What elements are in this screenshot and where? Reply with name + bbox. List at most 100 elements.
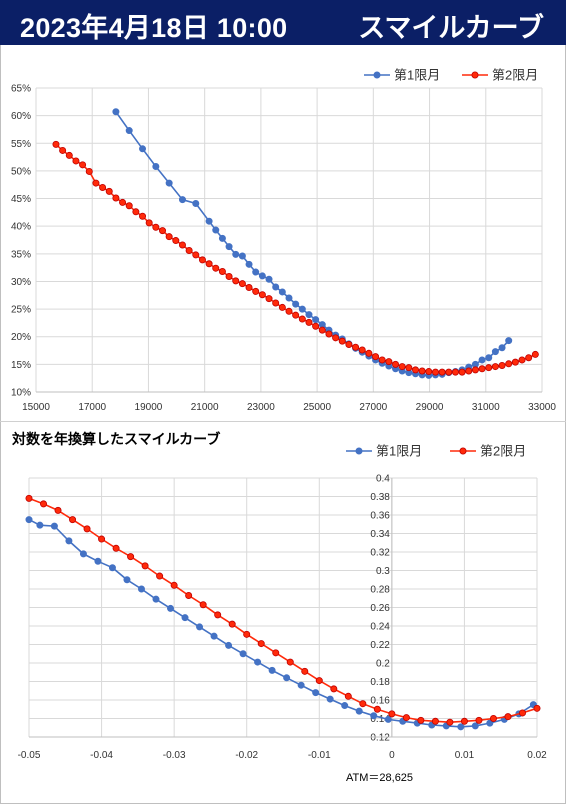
chart-title: 対数を年換算したスマイルカーブ xyxy=(11,431,220,447)
data-point-series-2 xyxy=(305,318,313,326)
data-point-series-2 xyxy=(365,349,373,357)
data-point-series-1 xyxy=(205,217,213,225)
data-point-series-2 xyxy=(358,346,366,354)
data-point-series-2 xyxy=(330,685,338,693)
y-tick-label: 0.26 xyxy=(370,603,390,614)
data-point-series-1 xyxy=(355,707,363,715)
y-tick-label: 50% xyxy=(11,166,31,177)
data-point-series-2 xyxy=(125,202,133,210)
data-point-series-2 xyxy=(141,562,149,570)
data-point-series-1 xyxy=(298,305,306,313)
data-point-series-1 xyxy=(278,288,286,296)
legend-entry-2: 第2限月 xyxy=(492,68,538,83)
data-point-series-2 xyxy=(132,208,140,216)
y-tick-label: 0.24 xyxy=(370,622,390,633)
data-point-series-2 xyxy=(158,227,166,235)
legend-entry-2: 第2限月 xyxy=(480,444,526,459)
data-point-series-2 xyxy=(332,334,340,342)
data-point-series-1 xyxy=(491,348,499,356)
x-tick-label: 21000 xyxy=(191,402,219,413)
data-point-series-2 xyxy=(460,717,468,725)
x-tick-label: -0.03 xyxy=(163,750,186,761)
data-point-series-2 xyxy=(72,157,80,165)
legend-swatch-marker xyxy=(355,447,363,455)
x-tick-label: 17000 xyxy=(78,402,106,413)
data-point-series-1 xyxy=(36,521,44,529)
data-point-series-1 xyxy=(258,272,266,280)
data-point-series-2 xyxy=(471,366,479,374)
data-point-series-1 xyxy=(225,243,233,251)
data-point-series-2 xyxy=(178,241,186,249)
data-point-series-1 xyxy=(268,666,276,674)
data-point-series-2 xyxy=(531,350,539,358)
smile-curve-chart: 10% 15% 20% 25% 30% 35% 40% 45% 50% 55% 60% 65% 1500… xyxy=(11,68,556,414)
log-smile-curve-chart: 0.12 0.14 0.16 0.18 0.2 0.22 0.24 0.26 0.28 0.3 0.… xyxy=(11,431,547,784)
x-tick-label: 33000 xyxy=(528,402,556,413)
data-point-series-2 xyxy=(185,247,193,255)
data-point-series-1 xyxy=(283,674,291,682)
y-tick-label: 0.32 xyxy=(370,548,390,559)
data-point-series-2 xyxy=(205,260,213,268)
data-point-series-2 xyxy=(378,356,386,364)
data-point-series-2 xyxy=(475,716,483,724)
data-point-series-2 xyxy=(411,366,419,374)
data-point-series-2 xyxy=(258,291,266,299)
x-tick-label: 19000 xyxy=(135,402,163,413)
y-tick-label: 0.36 xyxy=(370,511,390,522)
data-point-series-2 xyxy=(272,649,280,657)
data-point-series-2 xyxy=(518,709,526,717)
data-point-series-1 xyxy=(312,689,320,697)
data-point-series-2 xyxy=(315,677,323,685)
header-date: 2023年4月18日 10:00 xyxy=(20,13,288,43)
data-point-series-1 xyxy=(326,695,334,703)
data-point-series-2 xyxy=(318,326,326,334)
data-point-series-2 xyxy=(298,315,306,323)
data-point-series-1 xyxy=(292,300,300,308)
data-point-series-2 xyxy=(25,494,33,502)
data-point-series-1 xyxy=(25,516,33,524)
y-tick-label: 25% xyxy=(11,305,31,316)
data-point-series-2 xyxy=(511,358,519,366)
data-point-series-1 xyxy=(297,681,305,689)
y-tick-label: 0.28 xyxy=(370,585,390,596)
data-point-series-2 xyxy=(199,601,207,609)
data-point-series-2 xyxy=(301,667,309,675)
data-point-series-1 xyxy=(79,550,87,558)
data-point-series-2 xyxy=(192,251,200,259)
y-tick-label: 0.12 xyxy=(370,733,390,744)
data-point-series-1 xyxy=(65,537,73,545)
data-point-series-2 xyxy=(392,360,400,368)
legend-entry-1: 第1限月 xyxy=(376,444,422,459)
data-point-series-2 xyxy=(345,340,353,348)
data-point-series-2 xyxy=(127,553,135,561)
x-tick-label: -0.01 xyxy=(308,750,331,761)
data-point-series-1 xyxy=(471,722,479,730)
data-point-series-2 xyxy=(218,268,226,276)
data-point-series-2 xyxy=(99,183,107,191)
data-point-series-1 xyxy=(137,585,145,593)
data-point-series-2 xyxy=(232,277,240,285)
data-point-series-2 xyxy=(65,151,73,159)
atm-annotation: ATM＝28,625 xyxy=(346,772,413,784)
data-point-series-2 xyxy=(385,358,393,366)
data-point-series-2 xyxy=(505,360,513,368)
data-point-series-1 xyxy=(370,712,378,720)
data-point-series-2 xyxy=(405,364,413,372)
data-point-series-2 xyxy=(92,179,100,187)
data-point-series-2 xyxy=(98,535,106,543)
y-tick-label: 65% xyxy=(11,84,31,95)
x-tick-label: -0.02 xyxy=(235,750,258,761)
data-point-series-2 xyxy=(344,692,352,700)
data-point-series-2 xyxy=(112,194,120,202)
x-tick-label: 0.02 xyxy=(527,750,547,761)
x-tick-label: 23000 xyxy=(247,402,275,413)
data-point-series-2 xyxy=(152,223,160,231)
data-point-series-2 xyxy=(85,167,93,175)
y-tick-label: 35% xyxy=(11,249,31,260)
data-point-series-1 xyxy=(252,268,260,276)
data-point-series-1 xyxy=(457,723,465,731)
data-point-series-2 xyxy=(105,187,113,195)
data-point-series-2 xyxy=(212,264,220,272)
data-point-series-2 xyxy=(225,272,233,280)
data-point-series-1 xyxy=(254,658,262,666)
